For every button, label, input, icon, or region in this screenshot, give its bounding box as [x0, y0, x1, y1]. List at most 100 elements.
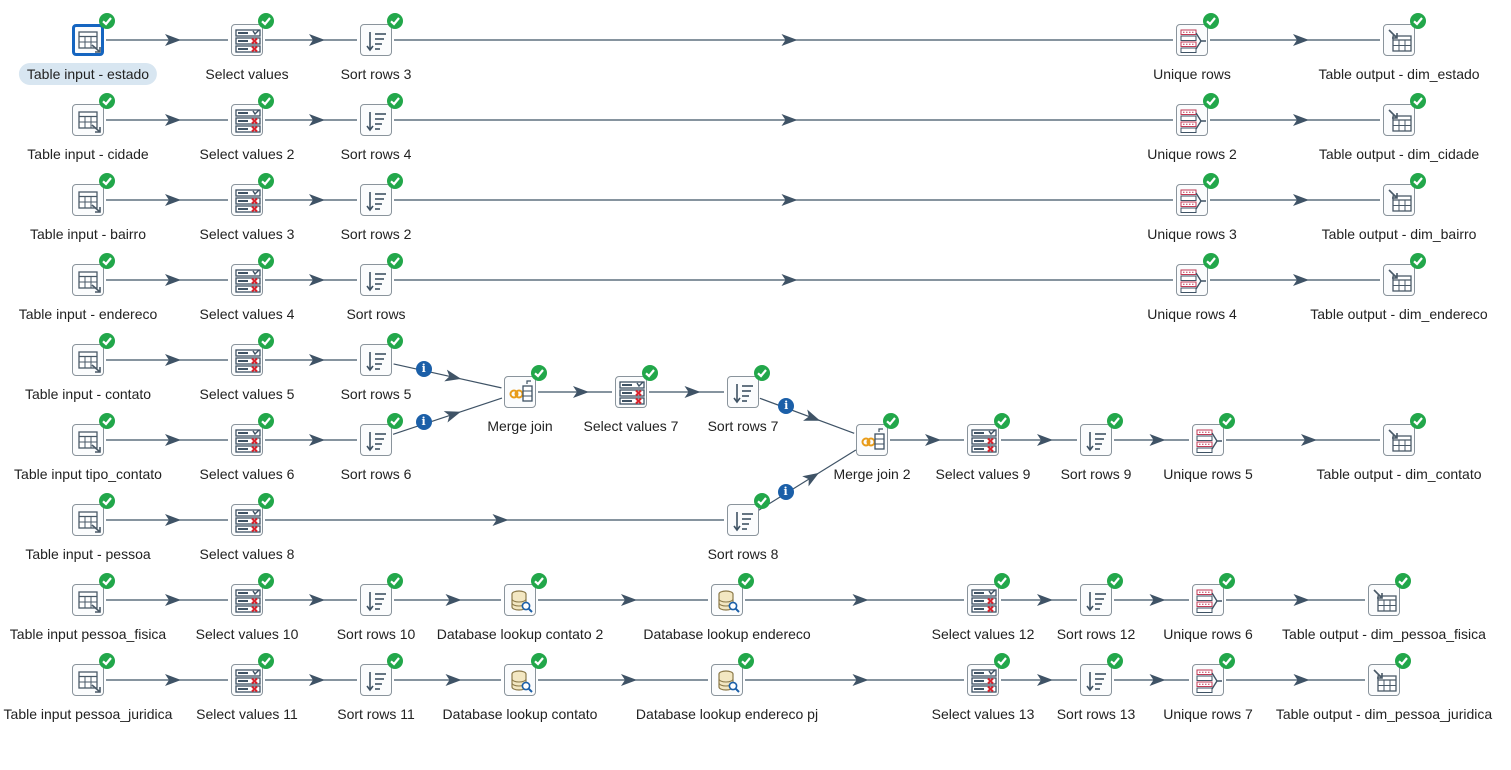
step-select-values[interactable] — [230, 253, 274, 299]
step-db-lookup[interactable] — [710, 653, 754, 699]
step-db-lookup[interactable] — [710, 573, 754, 619]
check-icon — [1219, 653, 1235, 669]
step-table-input[interactable] — [71, 93, 115, 139]
step-label: Select values — [205, 66, 289, 82]
step-sort-rows[interactable] — [359, 173, 403, 219]
hop-arrow-icon — [309, 434, 325, 446]
hop-sr8-mj2[interactable] — [757, 449, 857, 512]
step-select-values[interactable] — [230, 493, 274, 539]
step-sort-rows[interactable] — [1079, 653, 1123, 699]
info-icon[interactable]: i — [777, 483, 794, 500]
step-label: Unique rows 2 — [1147, 146, 1237, 162]
step-label: Table output - dim_cidade — [1318, 146, 1480, 162]
step-table-output[interactable] — [1382, 413, 1426, 459]
check-icon — [387, 13, 403, 29]
step-sort-rows[interactable] — [359, 333, 403, 379]
step-table-input[interactable] — [71, 173, 115, 219]
info-icon[interactable]: i — [415, 360, 432, 377]
step-select-values[interactable] — [614, 365, 658, 411]
step-select-values[interactable] — [230, 333, 274, 379]
step-select-values[interactable] — [230, 573, 274, 619]
table-output-icon — [1383, 264, 1415, 296]
step-table-input[interactable] — [71, 493, 115, 539]
step-unique-rows[interactable] — [1191, 653, 1235, 699]
step-unique-rows[interactable] — [1175, 253, 1219, 299]
check-icon — [1203, 93, 1219, 109]
step-table-output[interactable] — [1382, 173, 1426, 219]
step-select-values[interactable] — [230, 653, 274, 699]
check-icon — [387, 413, 403, 429]
step-table-input[interactable] — [71, 253, 115, 299]
step-sort-rows[interactable] — [359, 653, 403, 699]
step-unique-rows[interactable] — [1191, 573, 1235, 619]
step-table-output[interactable] — [1367, 573, 1411, 619]
step-unique-rows[interactable] — [1191, 413, 1235, 459]
step-table-output[interactable] — [1367, 653, 1411, 699]
info-icon[interactable]: i — [415, 414, 432, 431]
step-label: Table input pessoa_fisica — [9, 626, 167, 642]
step-table-input[interactable] — [71, 413, 115, 459]
step-label: Database lookup contato 2 — [436, 626, 604, 642]
step-merge-join[interactable] — [503, 365, 547, 411]
step-sort-rows[interactable] — [1079, 573, 1123, 619]
select-values-icon — [967, 664, 999, 696]
step-select-values[interactable] — [966, 653, 1010, 699]
step-label: Database lookup endereco pj — [635, 706, 819, 722]
step-select-values[interactable] — [230, 173, 274, 219]
table-input-icon — [72, 344, 104, 376]
step-select-values[interactable] — [230, 93, 274, 139]
check-icon — [99, 173, 115, 189]
step-unique-rows[interactable] — [1175, 13, 1219, 59]
step-table-input[interactable] — [71, 333, 115, 379]
sort-rows-icon — [1080, 584, 1112, 616]
step-sort-rows[interactable] — [359, 93, 403, 139]
check-icon — [387, 253, 403, 269]
step-sort-rows[interactable] — [726, 365, 770, 411]
step-sort-rows[interactable] — [359, 253, 403, 299]
step-db-lookup[interactable] — [503, 653, 547, 699]
step-table-output[interactable] — [1382, 93, 1426, 139]
select-values-icon — [231, 184, 263, 216]
step-label: Unique rows 3 — [1147, 226, 1237, 242]
step-label: Sort rows 7 — [707, 418, 779, 434]
step-select-values[interactable] — [230, 413, 274, 459]
step-select-values[interactable] — [966, 413, 1010, 459]
check-icon — [738, 653, 754, 669]
step-merge-join[interactable] — [855, 413, 899, 459]
sort-rows-icon — [727, 504, 759, 536]
check-icon — [1107, 413, 1123, 429]
step-db-lookup[interactable] — [503, 573, 547, 619]
check-icon — [531, 653, 547, 669]
step-table-input[interactable] — [71, 573, 115, 619]
step-select-values[interactable] — [230, 13, 274, 59]
step-table-output[interactable] — [1382, 13, 1426, 59]
step-label: Table output - dim_bairro — [1321, 226, 1477, 242]
hop-arrow-icon — [1037, 434, 1053, 446]
step-sort-rows[interactable] — [359, 573, 403, 619]
hop-arrow-icon — [165, 594, 181, 606]
step-sort-rows[interactable] — [359, 13, 403, 59]
step-sort-rows[interactable] — [726, 493, 770, 539]
hop-arrow-icon — [621, 594, 637, 606]
hop-sr5-mj1[interactable] — [393, 363, 502, 389]
unique-rows-icon — [1192, 584, 1224, 616]
step-table-input[interactable] — [71, 653, 115, 699]
step-unique-rows[interactable] — [1175, 173, 1219, 219]
hop-arrow-icon — [309, 674, 325, 686]
check-icon — [1410, 253, 1426, 269]
hop-arrow-icon — [165, 194, 181, 206]
step-table-output[interactable] — [1382, 253, 1426, 299]
info-icon[interactable]: i — [778, 398, 795, 415]
step-sort-rows[interactable] — [359, 413, 403, 459]
hop-arrow-icon — [781, 34, 798, 46]
hop-sr6-mj1[interactable] — [392, 397, 503, 435]
check-icon — [99, 333, 115, 349]
step-table-input[interactable] — [71, 13, 115, 59]
step-select-values[interactable] — [966, 573, 1010, 619]
step-unique-rows[interactable] — [1175, 93, 1219, 139]
step-label: Select values 7 — [583, 418, 679, 434]
hop-arrow-icon — [852, 674, 869, 686]
hop-sr7-mj2[interactable] — [759, 397, 855, 434]
step-sort-rows[interactable] — [1079, 413, 1123, 459]
